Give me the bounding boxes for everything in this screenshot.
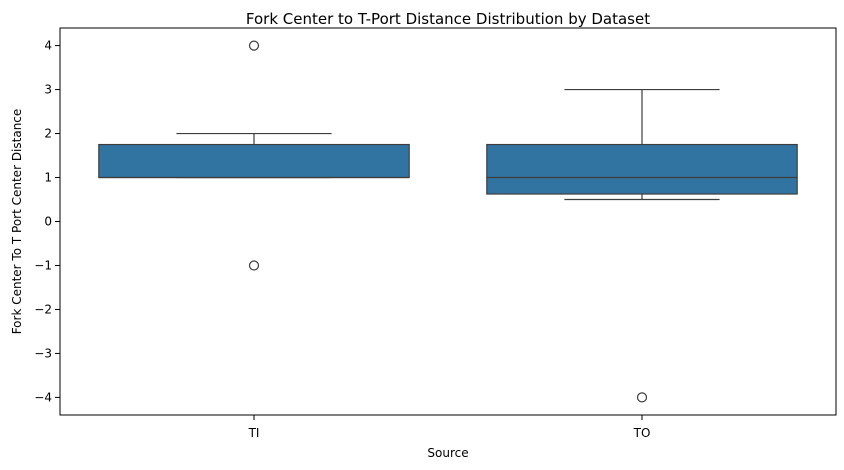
x-axis-label: Source: [427, 446, 468, 460]
outlier-point: [248, 260, 260, 271]
y-tick-label: −2: [34, 302, 52, 316]
x-tick-label: TO: [633, 426, 651, 440]
y-tick-label: −3: [34, 346, 52, 360]
plot-frame: [59, 27, 837, 416]
y-tick-label: 2: [44, 127, 52, 141]
outlier-point: [636, 392, 648, 403]
y-axis-label: Fork Center To T Port Center Distance: [10, 109, 24, 335]
y-tick-label: 1: [44, 171, 52, 185]
y-tick-label: 3: [44, 83, 52, 97]
box-group-to: [486, 88, 798, 403]
box-iqr: [98, 143, 410, 179]
y-tick-label: 0: [44, 215, 52, 229]
y-tick-label: −1: [34, 258, 52, 272]
outlier-point: [248, 40, 260, 51]
plot-area: [98, 40, 798, 403]
chart-title: Fork Center to T-Port Distance Distribut…: [246, 10, 650, 28]
box-group-ti: [98, 40, 410, 271]
y-tick-label: 4: [44, 39, 52, 53]
y-tick-label: −4: [34, 390, 52, 404]
box-iqr: [486, 143, 798, 195]
x-tick-label: TI: [248, 426, 260, 440]
